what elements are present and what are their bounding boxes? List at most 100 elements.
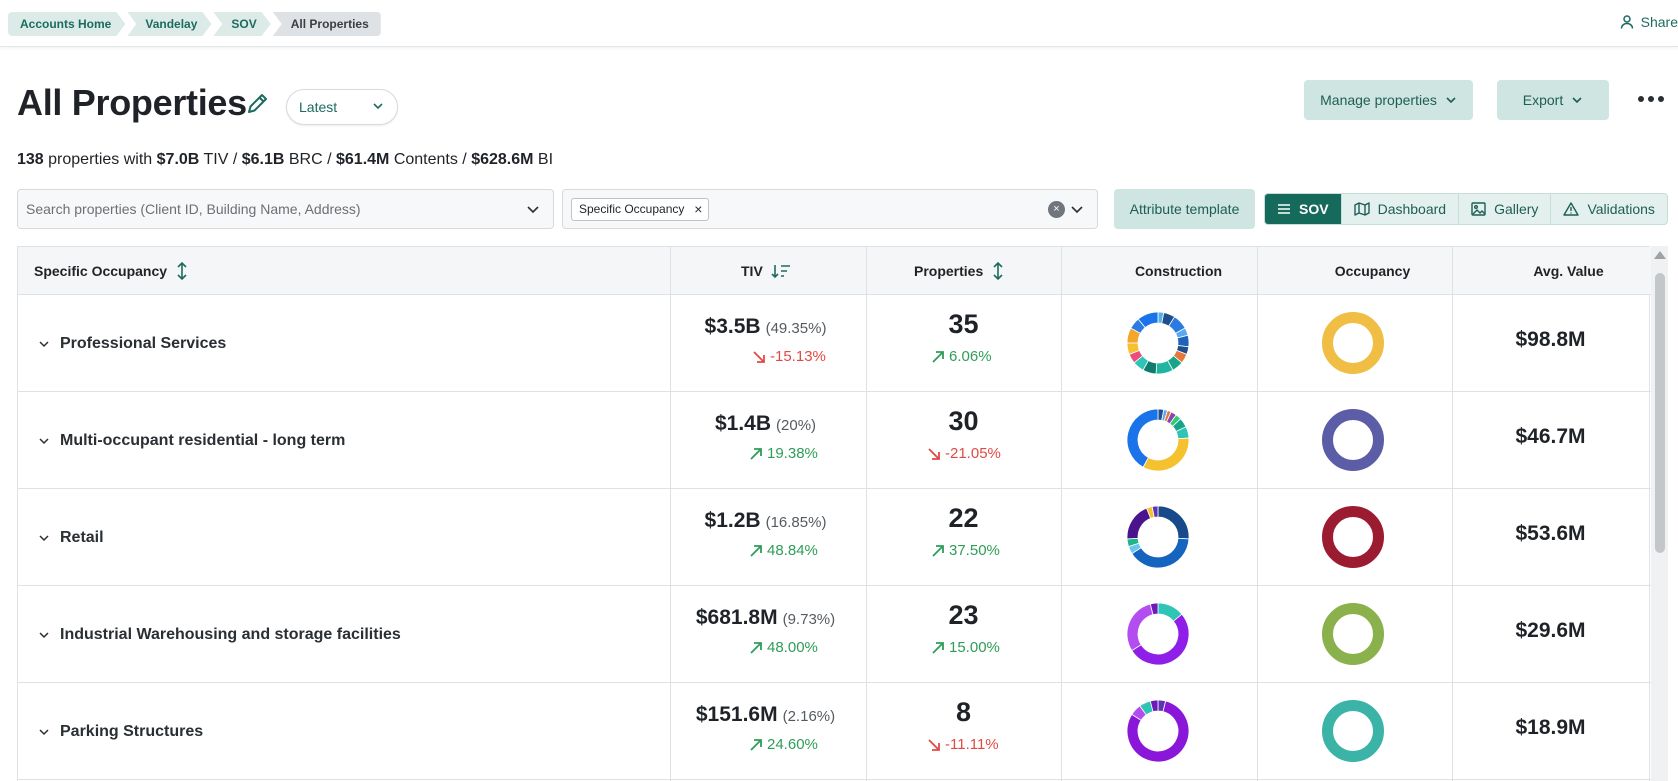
- more-options-icon[interactable]: [1638, 88, 1668, 110]
- column-header-tiv[interactable]: TIV: [741, 247, 791, 295]
- tab-label: Dashboard: [1377, 201, 1447, 217]
- scrollbar-thumb[interactable]: [1655, 273, 1665, 553]
- column-header-avg-value[interactable]: Avg. Value: [1533, 263, 1604, 279]
- remove-chip-icon[interactable]: ×: [694, 201, 703, 217]
- donut-segment[interactable]: [1322, 312, 1384, 374]
- table-row[interactable]: Industrial Warehousing and storage facil…: [18, 586, 1651, 683]
- tab-gallery[interactable]: Gallery: [1459, 194, 1552, 224]
- chevron-down-icon[interactable]: [38, 435, 50, 447]
- manage-properties-button[interactable]: Manage properties: [1304, 80, 1473, 120]
- occupancy-donut-chart[interactable]: [1321, 311, 1385, 375]
- tiv-value: $3.5B (49.35%): [668, 315, 863, 339]
- construction-donut-chart[interactable]: [1126, 602, 1190, 666]
- tiv-amount: $1.2B: [704, 509, 761, 532]
- donut-segment[interactable]: [1157, 505, 1190, 540]
- scroll-up-icon[interactable]: [1654, 251, 1666, 259]
- row-group-label[interactable]: Professional Services: [38, 295, 226, 392]
- vertical-scrollbar[interactable]: [1651, 246, 1668, 781]
- tiv-percent: (49.35%): [765, 320, 827, 337]
- trend-up-icon: [932, 544, 944, 557]
- breadcrumb-vandelay[interactable]: Vandelay: [127, 12, 211, 36]
- export-button[interactable]: Export: [1497, 80, 1609, 120]
- row-group-label[interactable]: Retail: [38, 489, 104, 586]
- trend-up-icon: [932, 641, 944, 654]
- table-row[interactable]: Parking Structures $151.6M (2.16%) 24.60%…: [18, 683, 1651, 780]
- property-change: -21.05%: [926, 445, 1001, 462]
- attribute-template-label: Attribute template: [1129, 201, 1240, 217]
- construction-donut-chart[interactable]: [1126, 311, 1190, 375]
- tab-label: Validations: [1587, 201, 1655, 217]
- occupancy-donut-chart[interactable]: [1321, 699, 1385, 763]
- column-header-construction[interactable]: Construction: [1134, 263, 1223, 279]
- tiv-value: $1.2B (16.85%): [668, 509, 863, 533]
- column-divider: [1452, 247, 1453, 781]
- column-header-specific-occupancy[interactable]: Specific Occupancy: [34, 247, 189, 295]
- search-input[interactable]: [26, 191, 526, 227]
- sort-descending-icon[interactable]: [771, 263, 791, 279]
- chevron-down-icon[interactable]: [38, 726, 50, 738]
- column-header-occupancy[interactable]: Occupancy: [1334, 263, 1411, 279]
- donut-segment[interactable]: [1131, 537, 1190, 569]
- row-group-label[interactable]: Industrial Warehousing and storage facil…: [38, 586, 401, 683]
- donut-segment[interactable]: [1149, 699, 1159, 713]
- chevron-down-icon[interactable]: [38, 629, 50, 641]
- breadcrumb: Accounts Home Vandelay SOV All Propertie…: [8, 12, 383, 36]
- property-search[interactable]: [17, 189, 554, 229]
- construction-donut-chart[interactable]: [1126, 505, 1190, 569]
- donut-segment[interactable]: [1126, 700, 1190, 763]
- tiv-value: $151.6M (2.16%): [668, 703, 863, 727]
- construction-donut-chart[interactable]: [1126, 699, 1190, 763]
- donut-segment[interactable]: [1322, 700, 1384, 762]
- table-row[interactable]: Multi-occupant residential - long term $…: [18, 392, 1651, 489]
- construction-donut-chart[interactable]: [1126, 408, 1190, 472]
- top-bar: Accounts Home Vandelay SOV All Propertie…: [0, 0, 1678, 47]
- occupancy-name: Retail: [60, 528, 104, 546]
- group-by-select[interactable]: Specific Occupancy × ×: [562, 189, 1098, 229]
- chevron-down-icon[interactable]: [525, 201, 541, 217]
- table-row[interactable]: Retail $1.2B (16.85%) 48.84% 22 37.50% $5…: [18, 489, 1651, 586]
- version-select-value: Latest: [299, 99, 338, 115]
- donut-segment[interactable]: [1126, 408, 1159, 468]
- sort-icon[interactable]: [175, 261, 189, 281]
- tab-sov[interactable]: SOV: [1265, 194, 1342, 224]
- pencil-icon[interactable]: [245, 90, 271, 116]
- donut-segment[interactable]: [1126, 507, 1152, 540]
- column-header-properties[interactable]: Properties: [914, 247, 1005, 295]
- donut-segment[interactable]: [1126, 603, 1154, 652]
- breadcrumb-accounts-home[interactable]: Accounts Home: [8, 12, 125, 36]
- row-group-label[interactable]: Multi-occupant residential - long term: [38, 392, 345, 489]
- donut-segment[interactable]: [1322, 409, 1384, 471]
- occupancy-donut-chart[interactable]: [1321, 408, 1385, 472]
- chevron-down-icon[interactable]: [38, 532, 50, 544]
- row-group-label[interactable]: Parking Structures: [38, 683, 203, 780]
- occupancy-donut-chart[interactable]: [1321, 505, 1385, 569]
- version-select[interactable]: Latest: [286, 89, 398, 125]
- column-divider: [1061, 247, 1062, 781]
- donut-segment[interactable]: [1151, 505, 1159, 518]
- donut-segment[interactable]: [1322, 603, 1384, 665]
- breadcrumb-sov[interactable]: SOV: [213, 12, 270, 36]
- attribute-template-button[interactable]: Attribute template: [1114, 189, 1255, 229]
- chevron-down-icon[interactable]: [1069, 201, 1085, 217]
- tiv-change-value: -15.13%: [770, 348, 826, 365]
- donut-segment[interactable]: [1142, 437, 1190, 472]
- chevron-down-icon[interactable]: [38, 338, 50, 350]
- tiv-change: 48.00%: [748, 639, 818, 656]
- tab-dashboard[interactable]: Dashboard: [1342, 194, 1460, 224]
- property-change-value: -21.05%: [945, 445, 1001, 462]
- occupancy-donut-chart[interactable]: [1321, 602, 1385, 666]
- avg-value: $46.7M: [1515, 425, 1586, 448]
- sort-icon[interactable]: [991, 261, 1005, 281]
- donut-segment[interactable]: [1149, 602, 1159, 616]
- tiv-change-value: 48.84%: [767, 542, 818, 559]
- donut-segment[interactable]: [1322, 506, 1384, 568]
- summary-bi: $628.6M: [471, 151, 534, 168]
- property-change-value: -11.11%: [945, 736, 999, 753]
- donut-segment[interactable]: [1137, 311, 1159, 329]
- tab-validations[interactable]: Validations: [1551, 194, 1666, 224]
- tiv-amount: $681.8M: [695, 606, 778, 629]
- table-row[interactable]: Professional Services $3.5B (49.35%) -15.…: [18, 295, 1651, 392]
- summary-text: BI: [533, 151, 554, 168]
- share-button[interactable]: Share: [1619, 14, 1678, 30]
- clear-icon[interactable]: ×: [1048, 201, 1065, 218]
